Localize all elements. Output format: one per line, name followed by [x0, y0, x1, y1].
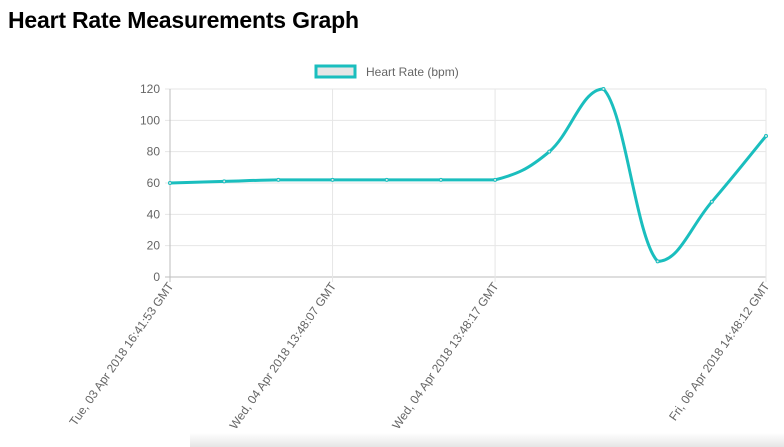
data-point[interactable] [601, 87, 606, 91]
x-tick-label: Wed, 04 Apr 2018 13:48:17 GMT [389, 279, 502, 432]
chart-legend[interactable]: Heart Rate (bpm) [314, 64, 459, 79]
data-point[interactable] [438, 177, 443, 182]
y-tick-label: 80 [147, 145, 161, 159]
x-tick-label: Wed, 04 Apr 2018 13:48:07 GMT [227, 279, 340, 432]
data-point[interactable] [547, 149, 552, 154]
x-tick-label: Tue, 03 Apr 2018 16:41:53 GMT [67, 279, 177, 428]
page-title: Heart Rate Measurements Graph [8, 7, 359, 33]
legend-swatch[interactable] [314, 64, 357, 79]
data-point[interactable] [330, 177, 335, 182]
y-tick-label: 20 [147, 239, 161, 253]
data-point[interactable] [276, 177, 281, 182]
data-point[interactable] [709, 199, 714, 204]
y-tick-label: 0 [153, 270, 160, 284]
data-point[interactable] [384, 177, 389, 182]
data-point[interactable] [222, 179, 227, 184]
y-tick-label: 60 [147, 176, 161, 190]
heart-rate-series-line [168, 87, 768, 263]
legend-label[interactable]: Heart Rate (bpm) [366, 65, 459, 79]
data-point[interactable] [168, 181, 172, 185]
data-point[interactable] [655, 259, 660, 264]
data-point[interactable] [764, 134, 768, 138]
data-point[interactable] [493, 177, 498, 182]
y-tick-label: 40 [147, 207, 161, 221]
x-tick-label: Fri, 06 Apr 2018 14:48:12 GMT [666, 279, 773, 423]
y-tick-label: 120 [140, 82, 160, 96]
y-tick-label: 100 [140, 113, 160, 127]
